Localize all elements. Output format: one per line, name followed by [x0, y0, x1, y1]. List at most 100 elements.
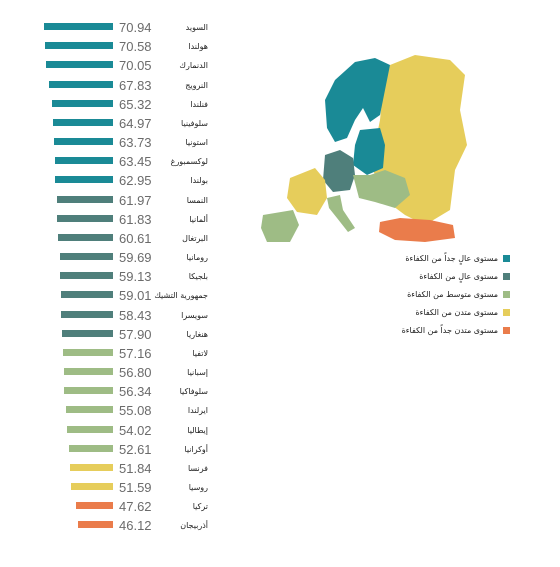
bar-category-label: بلجيكا: [188, 272, 208, 282]
bar: [56, 214, 113, 222]
bar-row: 59.13 بلجيكا: [0, 267, 230, 286]
bar-category-label: لاتفيا: [192, 348, 208, 358]
map-region-central-west: [323, 150, 355, 192]
bar-value-label: 47.62: [119, 499, 152, 515]
bar-category-label: رومانيا: [186, 253, 208, 263]
bar: [54, 138, 113, 146]
bar: [44, 23, 113, 30]
map-region-baltic-poland: [353, 128, 385, 175]
bar-category-label: هنغاريا: [186, 329, 208, 339]
bar: [64, 387, 113, 395]
bar-category-label: تركيا: [192, 502, 208, 512]
bar: [44, 42, 113, 50]
bar-category-label: البرتغال: [182, 233, 208, 243]
bar-category-label: هولندا: [188, 42, 208, 52]
bar: [77, 521, 113, 529]
bar-row: 67.83 النرويج: [0, 76, 230, 95]
map-region-scandinavia: [325, 58, 390, 142]
legend-item: مستوى عالٍ من الكفاءة: [330, 270, 510, 284]
bar-row: 61.97 النمسا: [0, 191, 230, 210]
bar-row: 52.61 أوكرانيا: [0, 440, 230, 459]
map-region-central-east: [353, 170, 410, 208]
bar-row: 63.73 استونيا: [0, 133, 230, 152]
bar-value-label: 54.02: [119, 422, 152, 438]
bar-category-label: ايرلندا: [187, 406, 208, 416]
bar-category-label: النمسا: [186, 195, 208, 205]
bar-category-label: أوكرانيا: [184, 444, 208, 454]
map-region-iberia: [261, 210, 299, 242]
legend-swatch: [503, 327, 510, 334]
bar-row: 57.16 لاتفيا: [0, 344, 230, 363]
bar: [55, 176, 113, 184]
bar-value-label: 63.45: [119, 154, 152, 170]
bar-value-label: 60.61: [119, 230, 152, 246]
bar-row: 47.62 تركيا: [0, 497, 230, 516]
bar-value-label: 62.95: [119, 173, 152, 189]
bar-value-label: 61.83: [119, 211, 152, 227]
legend-label: مستوى متدن جداً من الكفاءة: [401, 326, 498, 335]
bar-category-label: استونيا: [185, 138, 208, 148]
bar-category-label: جمهورية التشيك: [154, 291, 208, 301]
bar-row: 63.45 لوكسمبورغ: [0, 152, 230, 171]
bar-value-label: 59.69: [119, 250, 152, 266]
bar: [54, 157, 113, 165]
bar: [59, 253, 113, 261]
bar-category-label: فرنسا: [187, 463, 208, 473]
bar: [70, 483, 113, 491]
legend-item: مستوى متدن من الكفاءة: [330, 306, 510, 320]
bar-category-label: بولندا: [190, 176, 208, 186]
bar: [56, 195, 113, 203]
bar-row: 70.94 السويد: [0, 18, 230, 37]
bar: [48, 80, 113, 88]
bar-row: 62.95 بولندا: [0, 171, 230, 190]
bar-value-label: 51.84: [119, 460, 152, 476]
legend-swatch: [503, 291, 510, 298]
legend-label: مستوى عالٍ من الكفاءة: [419, 272, 498, 281]
bar-category-label: السويد: [185, 23, 208, 32]
bar: [61, 310, 113, 318]
legend-swatch: [503, 255, 510, 262]
map-region-france: [287, 168, 327, 215]
bar-row: 58.43 سويسرا: [0, 306, 230, 325]
bar: [65, 406, 113, 414]
bar-row: 56.34 سلوفاكيا: [0, 382, 230, 401]
bar: [70, 463, 113, 471]
legend-item: مستوى متدن جداً من الكفاءة: [330, 324, 510, 338]
bar-value-label: 52.61: [119, 441, 152, 457]
bar-row: 51.59 روسيا: [0, 478, 230, 497]
map-region-turkey: [379, 218, 455, 242]
bar-value-label: 56.80: [119, 365, 152, 381]
bar-value-label: 64.97: [119, 115, 152, 131]
legend-label: مستوى متدن من الكفاءة: [415, 308, 498, 317]
bar: [63, 348, 113, 356]
bar-row: 60.61 البرتغال: [0, 229, 230, 248]
bar-category-label: النرويج: [185, 80, 208, 90]
legend-swatch: [503, 309, 510, 316]
bar-row: 57.90 هنغاريا: [0, 325, 230, 344]
bar-category-label: سويسرا: [181, 310, 208, 320]
bar-category-label: إيطاليا: [187, 425, 208, 435]
bar-value-label: 70.58: [119, 39, 152, 55]
bar-row: 70.05 الدنمارك: [0, 56, 230, 75]
bar-row: 59.69 رومانيا: [0, 248, 230, 267]
bar: [58, 233, 113, 241]
bar-category-label: سلوفاكيا: [179, 387, 208, 397]
bar-value-label: 58.43: [119, 307, 152, 323]
legend-label: مستوى متوسط من الكفاءة: [407, 290, 498, 299]
map-region-italy: [327, 195, 355, 232]
bar-category-label: الدنمارك: [179, 61, 208, 71]
bar-value-label: 46.12: [119, 518, 152, 534]
legend-swatch: [503, 273, 510, 280]
legend-item: مستوى متوسط من الكفاءة: [330, 288, 510, 302]
bar-value-label: 65.32: [119, 96, 152, 112]
bar-value-label: 57.90: [119, 326, 152, 342]
bar-category-label: فنلندا: [190, 99, 208, 109]
bar: [52, 118, 113, 126]
bar: [69, 444, 113, 452]
bar-row: 65.32 فنلندا: [0, 95, 230, 114]
bar-row: 51.84 فرنسا: [0, 459, 230, 478]
bar: [52, 99, 113, 107]
bar-row: 70.58 هولندا: [0, 37, 230, 56]
bar-row: 59.01 جمهورية التشيك: [0, 286, 230, 305]
bar-row: 64.97 سلوفينيا: [0, 114, 230, 133]
